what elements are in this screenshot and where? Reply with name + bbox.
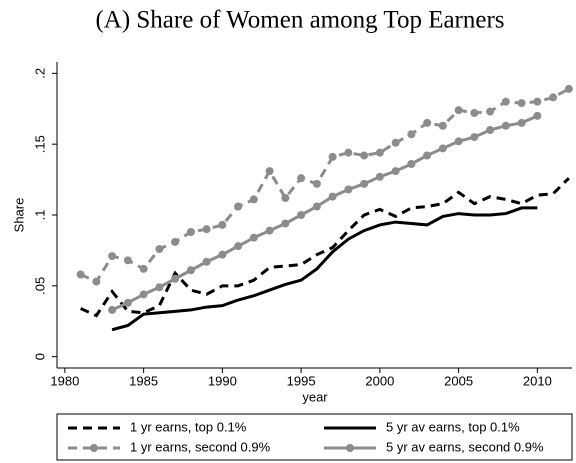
series-marker: [360, 151, 369, 160]
series-marker: [454, 106, 463, 115]
series-marker: [281, 194, 290, 202]
series-marker: [297, 174, 306, 183]
series-marker: [486, 126, 495, 134]
x-tick-label: 1995: [287, 373, 316, 388]
x-tick-label: 1985: [129, 373, 158, 388]
legend-label: 1 yr earns, second 0.9%: [130, 439, 271, 454]
series-marker: [486, 107, 495, 116]
series-marker: [564, 84, 573, 93]
series-marker: [375, 148, 384, 157]
series-marker: [423, 151, 432, 160]
legend-label: 1 yr earns, top 0.1%: [130, 419, 247, 434]
series-marker: [234, 202, 243, 211]
series-marker: [139, 290, 148, 299]
series-marker: [407, 130, 416, 139]
series-marker: [171, 274, 180, 283]
series-marker: [501, 121, 510, 130]
series-marker: [76, 270, 85, 279]
series-marker: [344, 148, 353, 157]
series-line: [80, 87, 570, 284]
series-marker: [155, 283, 164, 292]
legend-marker: [346, 444, 354, 452]
series-marker: [265, 226, 274, 235]
series-marker: [155, 245, 164, 253]
series-marker: [375, 172, 384, 181]
series-marker: [312, 179, 321, 188]
series-marker: [92, 277, 101, 286]
series-marker: [328, 152, 337, 161]
series-marker: [344, 185, 353, 194]
legend-label: 5 yr av earns, top 0.1%: [386, 419, 520, 434]
series-line: [111, 206, 538, 332]
x-tick-label: 2005: [444, 373, 473, 388]
legend-box: [56, 413, 573, 461]
series-marker: [186, 266, 195, 275]
series-marker: [123, 298, 132, 307]
x-tick-label: 1990: [208, 373, 237, 388]
series-marker: [139, 264, 148, 273]
series-marker: [249, 195, 258, 204]
y-tick-label: .1: [32, 210, 47, 221]
series-line: [80, 177, 570, 318]
series-marker: [297, 211, 306, 219]
series-marker: [312, 202, 321, 211]
series-marker: [470, 109, 479, 117]
series-marker: [281, 219, 290, 228]
series-marker: [123, 256, 132, 265]
series-marker: [533, 111, 542, 120]
y-tick-label: 0: [32, 353, 47, 360]
series-marker: [454, 137, 463, 146]
chart-title: (A) Share of Women among Top Earners: [95, 7, 504, 34]
y-tick-label: .05: [32, 277, 47, 295]
series-marker: [202, 257, 211, 266]
y-axis-label: Share: [11, 198, 26, 233]
series-marker: [218, 220, 227, 229]
series-marker: [517, 118, 526, 127]
series-marker: [360, 179, 369, 188]
series-marker: [517, 99, 526, 108]
series-marker: [438, 144, 447, 153]
series-marker: [328, 192, 337, 201]
series-marker: [391, 138, 400, 147]
series-marker: [470, 133, 479, 142]
series-marker: [108, 305, 117, 314]
series-marker: [249, 233, 258, 242]
series-marker: [533, 97, 542, 106]
series-marker: [407, 160, 416, 168]
series-marker: [234, 242, 243, 251]
legend-label: 5 yr av earns, second 0.9%: [386, 439, 544, 454]
series-line: [111, 114, 538, 312]
y-tick-label: .2: [32, 68, 47, 79]
series-marker: [423, 118, 432, 127]
series-marker: [218, 250, 227, 259]
series-marker: [171, 237, 180, 246]
x-axis-label: year: [302, 389, 328, 404]
series-marker: [108, 252, 117, 261]
y-tick-label: .15: [32, 135, 47, 153]
series-marker: [549, 93, 558, 102]
series-marker: [501, 97, 510, 106]
series-marker: [265, 167, 274, 176]
series-marker: [438, 121, 447, 130]
series-marker: [202, 225, 211, 234]
series-marker: [391, 167, 400, 176]
x-tick-label: 1980: [50, 373, 79, 388]
x-tick-label: 2000: [365, 373, 394, 388]
x-tick-label: 2010: [523, 373, 552, 388]
series-marker: [186, 228, 195, 236]
legend-marker: [90, 444, 98, 452]
